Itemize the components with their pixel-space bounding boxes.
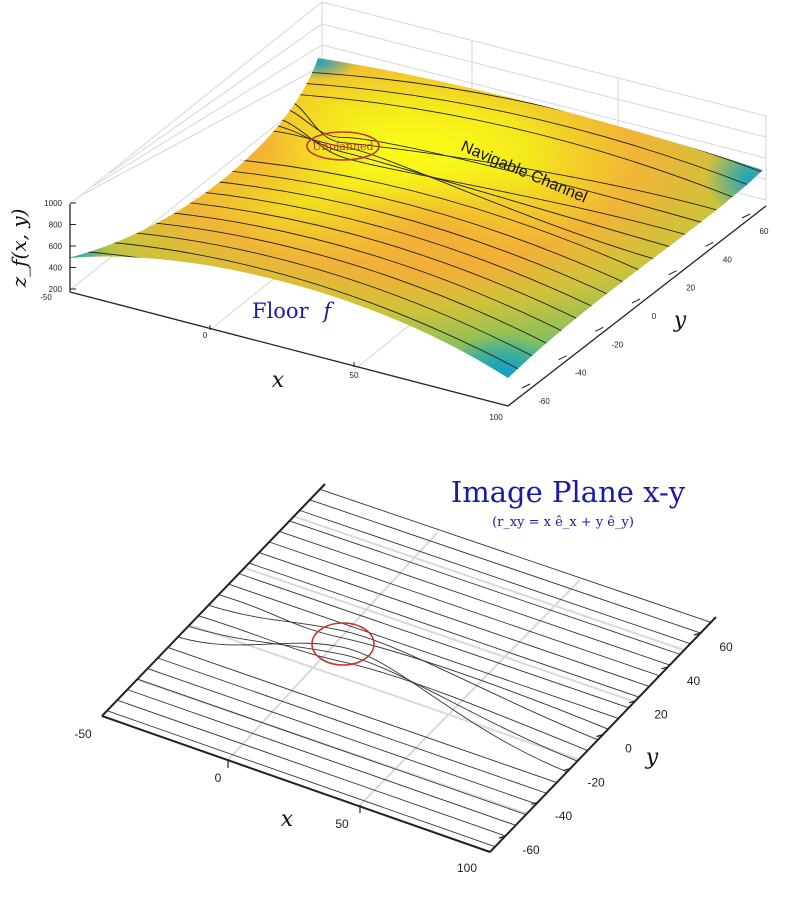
z-tick-label: 400 (49, 264, 63, 273)
z-tick-label: 800 (49, 221, 63, 230)
top-x-tick-label: 0 (203, 331, 208, 340)
plane-streamline (188, 625, 578, 762)
plane-streamline (258, 552, 650, 687)
plane-streamline (137, 678, 527, 816)
bottom-y-tick-label: 0 (625, 742, 632, 756)
floor-symbol: f (321, 299, 334, 323)
plane-streamline (238, 573, 629, 709)
bottom-plot: -50 0 50 100 -60 -40 -20 0 20 40 60 Image Plane x-… (74, 475, 733, 875)
plane-streamline (127, 689, 516, 826)
bottom-x-tick-label: 100 (457, 861, 477, 875)
bottom-y-tick-label: -40 (555, 809, 573, 823)
bottom-x-axis-label: x (281, 807, 294, 832)
top-x-axis-label: x (272, 368, 285, 393)
surface-contour-line (95, 217, 557, 349)
plane-streamline (279, 531, 670, 666)
z-tick-label: 200 (49, 285, 63, 294)
bottom-y-tick-mark (628, 700, 637, 704)
bottom-ticks: -50 0 50 100 -60 -40 -20 0 20 40 60 (74, 632, 733, 875)
plane-subtitle: (r_xy = x ê_x + y ê_y) (492, 515, 634, 530)
plane-title: Image Plane x-y (451, 475, 686, 509)
top-x-tick-label: 100 (489, 413, 503, 422)
top-y-tick-label: -60 (538, 397, 550, 406)
plane-streamline (299, 509, 691, 645)
top-x-tick-label: -50 (40, 293, 52, 302)
top-y-tick-mark (631, 298, 641, 304)
bottom-y-tick-label: 60 (719, 640, 733, 654)
top-y-tick-mark (595, 326, 604, 332)
plane-streamline (106, 710, 496, 848)
plane-streamline (248, 562, 640, 698)
plane-streamline (177, 636, 568, 773)
top-y-tick-mark (521, 383, 531, 389)
top-y-tick-mark (741, 213, 751, 219)
z-tick-label: 600 (49, 242, 63, 251)
top-y-tick-label: 60 (760, 227, 769, 236)
bottom-y-tick-mark (596, 733, 604, 738)
bottom-y-tick-mark (531, 801, 539, 805)
top-y-tick-label: 20 (686, 284, 695, 293)
bottom-x-tick-label: 50 (335, 817, 349, 831)
bottom-y-tick-label: -20 (587, 775, 605, 789)
bottom-y-tick-label: 20 (654, 708, 668, 722)
z-tick-label: 1000 (44, 199, 62, 208)
top-plot: Unplanned Navigable Channel -50050100-60… (7, 1, 769, 422)
bottom-y-tick-mark (498, 835, 507, 839)
surface-contour-line (236, 90, 740, 201)
obstacle-label: Unplanned (312, 140, 373, 153)
floor-label-text: Floor (252, 299, 310, 323)
top-y-tick-label: 0 (652, 312, 657, 321)
surface-contour-line (248, 80, 755, 188)
top-axes (69, 204, 767, 407)
top-y-tick-mark (705, 241, 714, 247)
image-plane (102, 484, 716, 852)
bottom-x-tick-label: -50 (74, 727, 92, 741)
plane-streamline (289, 520, 681, 655)
bottom-y-tick-mark (563, 767, 572, 771)
plane-streamlines (106, 488, 712, 848)
top-y-tick-mark (558, 355, 567, 361)
top-y-tick-label: -40 (575, 369, 587, 378)
plane-streamline (208, 604, 599, 741)
surface-contour-line (83, 228, 541, 361)
bottom-x-tick-label: 0 (215, 771, 222, 785)
plane-streamline (218, 594, 609, 730)
plane-streamline (269, 541, 660, 677)
top-y-tick-label: 40 (723, 255, 732, 264)
plane-streamline (309, 499, 701, 634)
top-ticks: -50 0 50 100 -60 -40 -20 0 20 40 60 200 400 600 800 100… (40, 199, 769, 422)
plane-streamline (228, 583, 619, 719)
floor-label: Floor f (252, 299, 334, 323)
plane-streamline (147, 668, 537, 805)
bottom-y-tick-label: 40 (687, 674, 701, 688)
plane-grid (137, 515, 685, 815)
plane-streamline (167, 647, 557, 783)
plane-streamline (319, 488, 712, 623)
plane-obstacle (311, 622, 375, 666)
top-x-tick-label: 50 (350, 371, 359, 380)
z-axis-label: z_f(x, y) (7, 209, 31, 289)
plane-streamline (117, 699, 506, 837)
bottom-y-axis-label: y (645, 745, 659, 770)
surface-contour-line (71, 238, 526, 374)
top-y-tick-mark (668, 270, 677, 276)
top-y-axis-label: y (673, 308, 687, 333)
top-y-tick-label: -20 (612, 340, 624, 349)
plane-streamline (157, 657, 547, 794)
bottom-y-tick-mark (693, 632, 702, 636)
obstacle-ellipse (306, 131, 380, 161)
bottom-y-tick-mark (661, 666, 669, 670)
bottom-y-tick-label: -60 (522, 843, 540, 857)
